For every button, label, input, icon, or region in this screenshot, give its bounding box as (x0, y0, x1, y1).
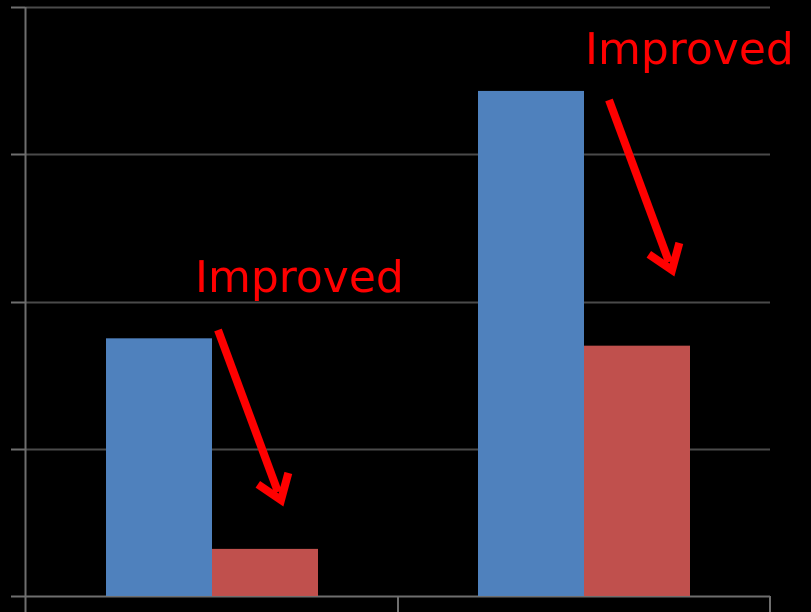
bar-series-1-category-2 (478, 90, 584, 597)
annotation-arrow-shaft (605, 98, 673, 264)
annotation-arrow-head (255, 471, 293, 507)
annotation-arrow-head (646, 241, 684, 277)
annotation-arrow-shaft (214, 328, 282, 494)
bars (106, 90, 690, 597)
bar-series-1-category-1 (106, 338, 212, 596)
annotations: Improved Improved (195, 24, 794, 507)
annotation-label: Improved (585, 24, 794, 75)
annotation-label: Improved (195, 252, 404, 303)
bar-series-2-category-2 (584, 345, 690, 596)
axes (11, 6, 771, 612)
bar-series-2-category-1 (212, 548, 318, 596)
